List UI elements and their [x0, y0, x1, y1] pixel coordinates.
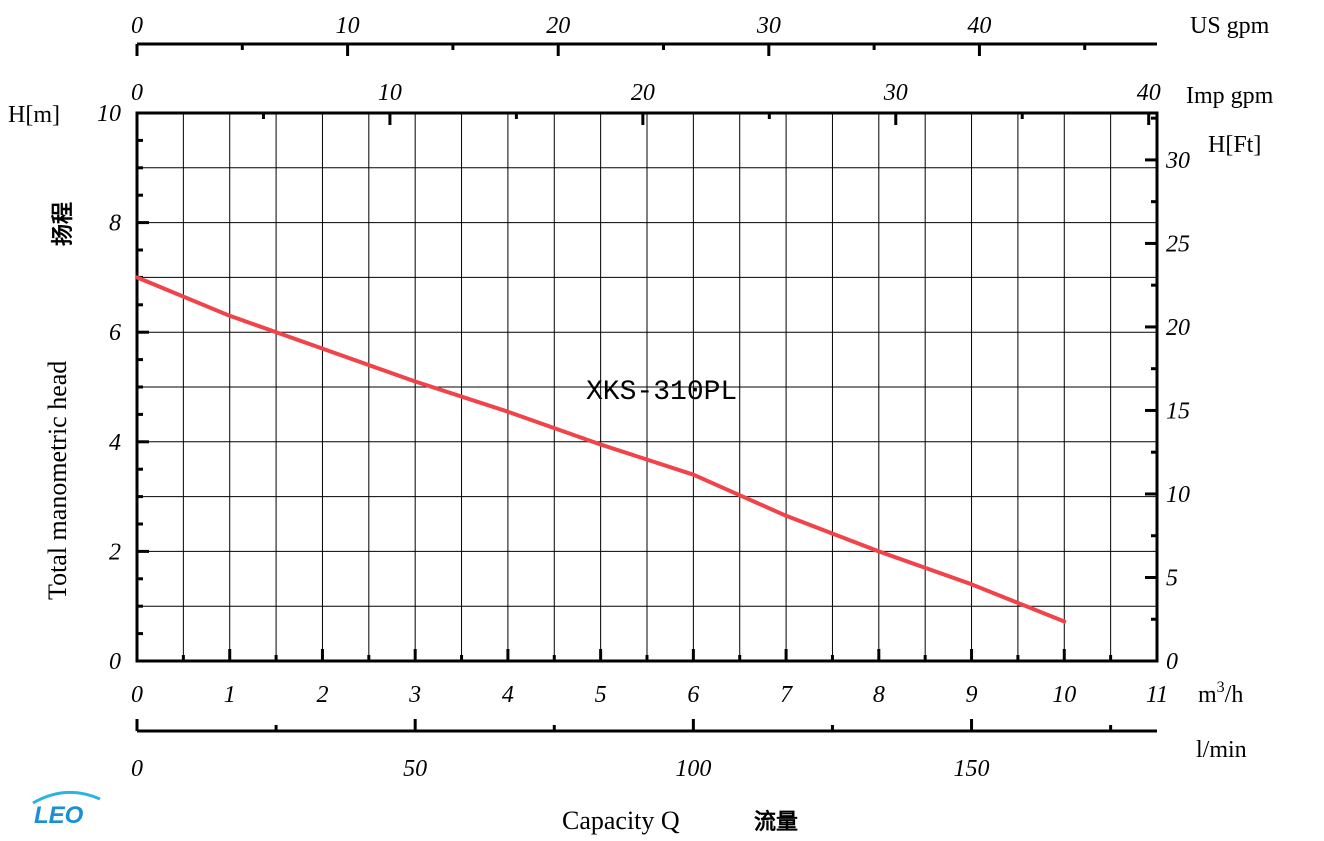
x-tick-label: 0 [131, 682, 143, 708]
x-tick-label: 3 [408, 682, 421, 708]
y-right-tick-label: 20 [1166, 315, 1190, 341]
x-axis-title: Capacity Q [562, 806, 680, 835]
head-curve-point [785, 515, 787, 517]
x-tick-label: 10 [1052, 682, 1076, 708]
x-axis-title-cn: 流量 [754, 809, 798, 835]
us-gpm-tick-label: 0 [131, 13, 143, 39]
head-curve-point [414, 381, 416, 383]
svg-text:LEO: LEO [34, 802, 84, 829]
head-curve-point [1063, 621, 1065, 623]
grid [137, 113, 1157, 661]
model-label: XKS-310PL [586, 377, 737, 408]
x-tick-label: 6 [687, 682, 699, 708]
y-axis-title: Total manometric head [43, 361, 72, 600]
y-unit-label: H[m] [8, 102, 60, 128]
x-tick-label: 9 [966, 682, 978, 708]
y-right-tick-label: 10 [1166, 482, 1190, 508]
head-curve-point [971, 583, 973, 585]
imp-gpm-tick-label: 10 [378, 80, 402, 106]
us-gpm-tick-label: 40 [967, 13, 991, 39]
head-curve-point [321, 348, 323, 350]
head-curve-point [229, 315, 231, 317]
y-tick-label: 4 [109, 430, 121, 456]
y-tick-label: 2 [109, 539, 121, 565]
lmin-tick-label: 150 [954, 756, 990, 782]
imp-gpm-tick-label: 30 [883, 80, 908, 106]
head-curve-point [600, 444, 602, 446]
x-tick-label: 2 [316, 682, 328, 708]
head-curve-point [878, 550, 880, 552]
us-gpm-tick-label: 30 [756, 13, 781, 39]
y-tick-label: 10 [97, 101, 121, 127]
x-tick-label: 1 [224, 682, 236, 708]
x-tick-label: 8 [873, 682, 885, 708]
lmin-tick-label: 50 [403, 756, 427, 782]
head-curve-point [136, 276, 138, 278]
head-curve-point [507, 411, 509, 413]
x-tick-label: 11 [1146, 682, 1168, 708]
imp-gpm-unit-label: Imp gpm [1186, 83, 1274, 109]
y-right-unit-label: H[Ft] [1208, 132, 1261, 158]
us-gpm-tick-label: 10 [336, 13, 360, 39]
imp-gpm-tick-label: 0 [131, 80, 143, 106]
y-tick-label: 0 [109, 649, 121, 675]
imp-gpm-tick-label: 20 [631, 80, 655, 106]
y-right-tick-label: 30 [1165, 148, 1190, 174]
x-tick-label: 5 [595, 682, 607, 708]
series [135, 275, 1067, 624]
y-tick-label: 6 [109, 320, 121, 346]
lmin-unit-label: l/min [1196, 737, 1247, 763]
us-gpm-unit-label: US gpm [1190, 13, 1270, 39]
y-right-tick-label: 5 [1166, 565, 1178, 591]
us-gpm-tick-label: 20 [546, 13, 570, 39]
y-tick-label: 8 [109, 211, 121, 237]
y-right-tick-label: 15 [1166, 398, 1190, 424]
x-tick-label: 4 [502, 682, 514, 708]
leo-logo: LEO [32, 790, 101, 829]
x-unit-label: m3/h [1198, 679, 1243, 708]
y-right-tick-label: 0 [1166, 649, 1178, 675]
head-curve-point [692, 474, 694, 476]
imp-gpm-tick-label: 40 [1137, 80, 1161, 106]
y-right-tick-label: 25 [1166, 231, 1190, 257]
lmin-tick-label: 0 [131, 756, 143, 782]
axes [135, 42, 1159, 733]
lmin-tick-label: 100 [675, 756, 711, 782]
y-axis-title-cn: 扬程 [51, 202, 76, 246]
x-tick-label: 7 [780, 682, 793, 708]
